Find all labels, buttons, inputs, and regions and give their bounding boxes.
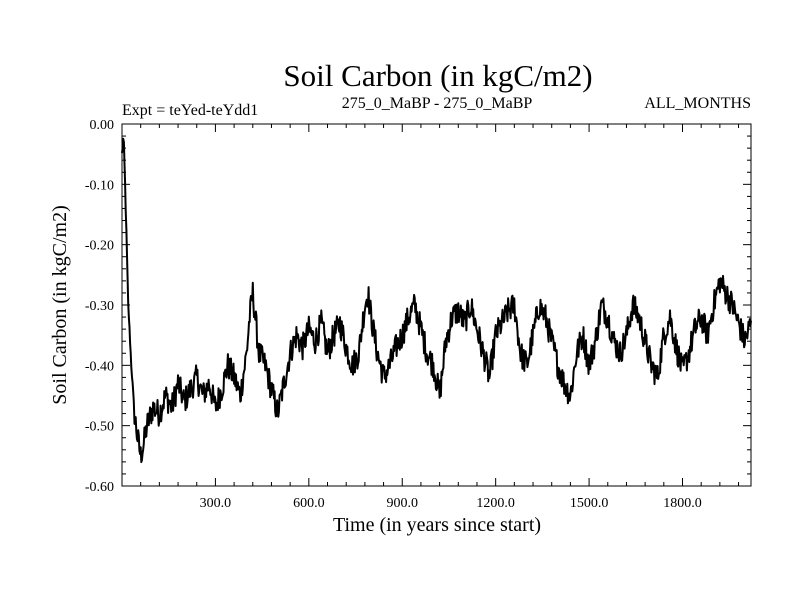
x-tick-label: 1800.0 bbox=[663, 496, 702, 511]
x-tick-label: 900.0 bbox=[386, 496, 418, 511]
x-tick-label: 1500.0 bbox=[570, 496, 609, 511]
y-tick-label: -0.10 bbox=[85, 178, 114, 193]
x-tick-label: 300.0 bbox=[200, 496, 232, 511]
y-axis-label: Soil Carbon (in kgC/m2) bbox=[49, 205, 71, 404]
y-tick-label: 0.00 bbox=[90, 118, 115, 133]
y-tick-label: -0.40 bbox=[85, 359, 114, 374]
axis-tick-labels: 300.0 600.0 900.0 1200.0 1500.0 1800.0 0.00 -0.… bbox=[85, 118, 702, 511]
y-tick-label: -0.50 bbox=[85, 420, 114, 435]
plot-frame bbox=[121, 123, 752, 487]
axis-ticks bbox=[122, 123, 751, 487]
y-tick-label: -0.30 bbox=[85, 299, 114, 314]
y-tick-label: -0.60 bbox=[85, 480, 114, 495]
subtitle-center: 275_0_MaBP - 275_0_MaBP bbox=[342, 95, 533, 112]
chart-title: Soil Carbon (in kgC/m2) bbox=[283, 58, 592, 93]
y-tick-label: -0.20 bbox=[85, 239, 114, 254]
subtitle-right: ALL_MONTHS bbox=[644, 95, 751, 112]
subtitle-left: Expt = teYed-teYdd1 bbox=[122, 102, 258, 119]
x-axis-label: Time (in years since start) bbox=[333, 514, 541, 536]
series-line-soil-carbon bbox=[121, 137, 752, 464]
x-tick-label: 1200.0 bbox=[476, 496, 515, 511]
x-tick-label: 600.0 bbox=[293, 496, 325, 511]
